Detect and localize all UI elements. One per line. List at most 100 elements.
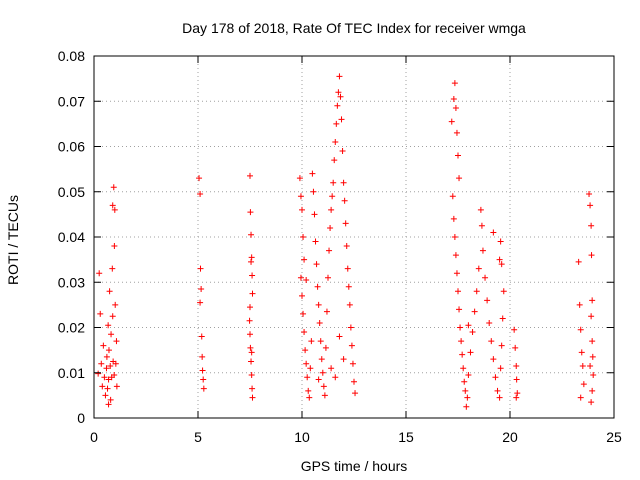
data-point-marker	[322, 344, 329, 351]
data-point-marker	[303, 276, 310, 283]
data-point-marker	[497, 365, 504, 372]
data-point-marker	[490, 229, 497, 236]
data-point-marker	[113, 338, 120, 345]
data-point-marker	[477, 206, 484, 213]
data-point-marker	[575, 258, 582, 265]
data-point-marker	[498, 342, 505, 349]
data-point-marker	[482, 274, 489, 281]
data-point-marker	[330, 179, 337, 186]
data-point-marker	[297, 274, 304, 281]
data-point-marker	[98, 360, 105, 367]
x-axis-label: GPS time / hours	[301, 458, 408, 474]
data-point-marker	[459, 351, 466, 358]
y-tick-label: 0.02	[58, 320, 85, 336]
data-point-marker	[587, 202, 594, 209]
x-tick-label: 5	[194, 429, 202, 445]
data-point-marker	[475, 265, 482, 272]
data-point-marker	[449, 193, 456, 200]
data-point-marker	[467, 349, 474, 356]
data-point-marker	[107, 396, 114, 403]
data-point-marker	[200, 376, 207, 383]
data-point-marker	[344, 265, 351, 272]
data-point-marker	[478, 222, 485, 229]
data-point-marker	[300, 310, 307, 317]
data-point-marker	[498, 261, 505, 268]
data-point-marker	[307, 365, 314, 372]
data-point-marker	[108, 331, 115, 338]
data-point-marker	[349, 360, 356, 367]
data-point-marker	[343, 243, 350, 250]
data-point-marker	[247, 209, 254, 216]
data-point-marker	[469, 329, 476, 336]
data-point-marker	[199, 367, 206, 374]
y-tick-label: 0.06	[58, 139, 85, 155]
data-point-marker	[95, 370, 102, 377]
data-point-marker	[326, 247, 333, 254]
data-point-marker	[111, 206, 118, 213]
data-point-marker	[325, 274, 331, 281]
data-point-marker	[335, 89, 342, 96]
data-point-marker	[320, 383, 327, 390]
y-axis-ticks: 0 0.01 0.02 0.03 0.04 0.05 0.06 0.07 0.08	[58, 48, 614, 426]
data-point-marker	[496, 394, 503, 401]
data-point-marker	[580, 381, 587, 388]
data-point-marker	[316, 319, 323, 326]
data-point-marker	[112, 301, 119, 308]
data-point-marker	[109, 265, 116, 272]
data-point-marker	[196, 175, 203, 182]
data-point-marker	[492, 374, 499, 381]
data-point-marker	[247, 172, 253, 179]
data-point-marker	[112, 360, 119, 367]
data-point-marker	[109, 202, 116, 209]
data-point-marker	[460, 365, 467, 372]
x-tick-label: 0	[90, 429, 98, 445]
data-point-marker	[576, 301, 583, 308]
data-point-marker	[586, 191, 593, 198]
data-point-marker	[249, 385, 256, 392]
data-point-marker	[512, 344, 519, 351]
data-point-marker	[107, 362, 114, 369]
data-point-marker	[496, 256, 503, 263]
data-point-marker	[341, 197, 348, 204]
plot-frame	[93, 55, 615, 419]
data-point-marker	[111, 243, 118, 250]
y-tick-label: 0.01	[58, 365, 85, 381]
data-point-marker	[101, 374, 108, 381]
data-point-marker	[587, 362, 594, 369]
data-point-marker	[511, 326, 518, 333]
data-point-marker	[311, 211, 318, 218]
data-point-marker	[111, 372, 118, 379]
data-point-marker	[198, 286, 205, 293]
data-point-marker	[340, 356, 347, 363]
data-point-marker	[348, 342, 355, 349]
data-point-marker	[110, 184, 117, 191]
data-point-marker	[301, 256, 308, 263]
data-point-marker	[315, 301, 322, 308]
data-point-marker	[247, 331, 253, 338]
data-point-marker	[105, 322, 112, 329]
data-point-marker	[457, 324, 464, 331]
data-point-marker	[331, 157, 338, 164]
data-point-marker	[589, 338, 596, 345]
data-point-marker	[589, 297, 596, 304]
data-point-marker	[310, 188, 317, 195]
data-point-marker	[497, 238, 504, 245]
data-point-marker	[105, 401, 112, 408]
data-point-marker	[514, 390, 521, 397]
data-point-marker	[328, 365, 335, 372]
data-point-marker	[588, 252, 595, 259]
data-point-marker	[578, 349, 585, 356]
data-point-marker	[300, 234, 307, 240]
chart-title: Day 178 of 2018, Rate Of TEC Index for r…	[182, 20, 526, 36]
data-point-marker	[248, 254, 255, 261]
data-point-marker	[452, 105, 459, 112]
data-point-marker	[246, 317, 253, 324]
data-point-marker	[313, 261, 320, 268]
data-point-marker	[248, 372, 255, 379]
data-point-marker	[248, 231, 255, 238]
data-point-marker	[249, 272, 256, 279]
data-point-marker	[337, 93, 344, 100]
data-point-marker	[453, 129, 460, 136]
data-point-marker	[453, 270, 460, 277]
data-point-marker	[305, 387, 312, 394]
